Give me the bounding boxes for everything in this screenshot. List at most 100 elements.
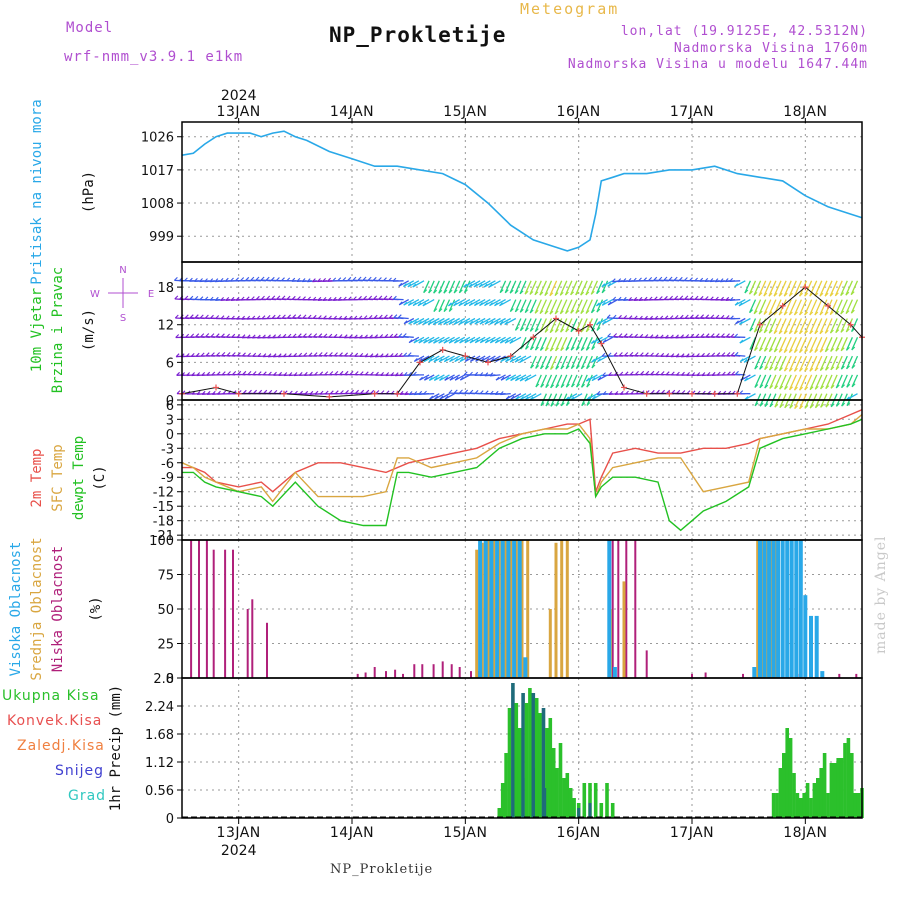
wind-barb-head — [484, 390, 489, 395]
wind-barb-head — [474, 390, 479, 394]
precip-bar — [799, 798, 803, 818]
wind-barb-head — [276, 314, 281, 319]
wind-barb-head — [663, 276, 668, 281]
wind-barb-head — [721, 333, 725, 337]
wind-barb-head — [369, 353, 374, 358]
wind-barb-head — [804, 386, 809, 391]
wind-barb — [539, 318, 547, 333]
wind-barb-head — [586, 346, 590, 351]
wind-barb-head — [323, 315, 327, 320]
wind-barb-head — [711, 352, 716, 357]
wind-barb-head — [278, 371, 282, 376]
wind-barb — [550, 355, 558, 370]
wind-barb-head — [510, 377, 514, 381]
wind-barb — [763, 318, 772, 334]
wind-barb-head — [444, 395, 449, 400]
wind-barb-head — [670, 371, 675, 376]
chart-marks — [174, 130, 865, 818]
wind-barb-head — [656, 389, 660, 394]
y-tick-label: 25 — [157, 638, 174, 653]
wind-barb-head — [681, 390, 686, 394]
wind-barb-head — [619, 352, 623, 356]
wind-barb-head — [344, 352, 348, 357]
wind-barb-head — [215, 315, 220, 319]
wind-barb — [428, 336, 440, 344]
wind-barb — [494, 299, 506, 307]
wind-barb-head — [529, 291, 534, 295]
wind-barb-head — [262, 334, 266, 339]
wind-barb-head — [809, 367, 814, 372]
wind-barb-head — [809, 386, 814, 391]
wind-barb-head — [545, 365, 549, 370]
wind-barb-head — [768, 329, 773, 334]
wind-barb-head — [226, 333, 230, 338]
wind-barb — [768, 337, 777, 352]
wind-barb — [753, 299, 762, 315]
wind-barb-head — [443, 358, 448, 363]
y-tick-label: 999 — [149, 230, 174, 245]
wind-barb-head — [519, 358, 524, 363]
wind-barb-head — [576, 383, 580, 388]
y-tick-label: 1.68 — [145, 728, 174, 743]
wind-barb-head — [836, 403, 840, 407]
wind-barb — [830, 355, 838, 371]
wind-barb-head — [729, 278, 733, 282]
wind-barb — [514, 280, 522, 294]
wind-barb-head — [540, 347, 544, 351]
wind-barb-head — [678, 276, 683, 281]
wind-barb — [758, 299, 767, 315]
panel-frame — [181, 121, 863, 263]
precip-bar — [521, 693, 525, 818]
wind-barb-head — [835, 292, 839, 297]
wind-barb-head — [586, 365, 590, 370]
wind-barb — [554, 280, 563, 296]
wind-barb-head — [369, 334, 373, 339]
wind-barb — [739, 317, 751, 325]
wind-barb-head — [206, 371, 211, 376]
wind-barb-head — [354, 352, 359, 357]
wind-barb-head — [525, 327, 529, 332]
wind-barb-head — [194, 296, 199, 300]
wind-barb-head — [189, 295, 194, 300]
wind-barb-head — [524, 290, 529, 295]
wind-barb-head — [323, 352, 328, 356]
wind-barb-head — [560, 328, 564, 333]
wind-barb-head — [704, 278, 709, 282]
cloud-bar — [520, 540, 524, 678]
wind-barb-head — [413, 339, 418, 344]
precip-bar — [850, 753, 854, 818]
wind-barb-head — [270, 276, 275, 281]
cloud-bar — [224, 549, 227, 678]
wind-barb-head — [231, 315, 235, 320]
page-title: NP_Prokletije — [329, 23, 507, 47]
wind-barb-head — [819, 348, 824, 353]
wind-barb — [851, 374, 859, 388]
wind-barb — [804, 393, 813, 409]
wind-barb — [840, 355, 848, 370]
wind-barb-head — [479, 372, 484, 376]
wind-barb-head — [232, 371, 237, 375]
cloud-bar — [820, 671, 825, 678]
wind-barb-head — [247, 352, 251, 357]
wind-barb — [443, 355, 455, 363]
wind-barb-head — [804, 330, 809, 335]
wind-gust-marker — [575, 328, 582, 334]
wind-barb — [559, 280, 568, 296]
wind-barb-head — [214, 278, 219, 282]
wind-barb-head — [773, 292, 778, 297]
cloud-bar — [394, 669, 397, 678]
wind-barb-head — [261, 315, 266, 320]
wind-barb-head — [294, 390, 298, 395]
wind-barb — [586, 393, 598, 401]
wind-barb-head — [190, 353, 195, 357]
wind-barb — [433, 336, 445, 344]
wind-barb-head — [245, 296, 250, 301]
wind-barb-head — [779, 385, 784, 390]
wind-barb-head — [515, 327, 519, 331]
wind-barb-head — [525, 346, 529, 350]
tick-labels: 999100810171026061218-21-18-15-12-9-6-30… — [141, 88, 827, 859]
wind-barb-head — [554, 310, 559, 315]
wind-barb-head — [814, 386, 819, 390]
wind-barb-head — [241, 334, 246, 339]
cloud-bar — [742, 673, 744, 678]
